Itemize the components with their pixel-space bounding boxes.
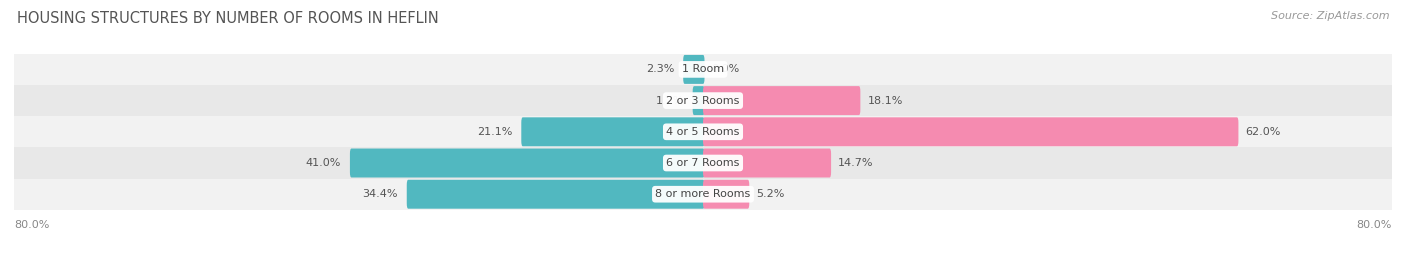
Text: 21.1%: 21.1% <box>477 127 513 137</box>
Text: Source: ZipAtlas.com: Source: ZipAtlas.com <box>1271 11 1389 21</box>
Text: 2.3%: 2.3% <box>647 64 675 75</box>
FancyBboxPatch shape <box>350 148 704 178</box>
Bar <box>14 54 1392 85</box>
Text: 2 or 3 Rooms: 2 or 3 Rooms <box>666 95 740 106</box>
Text: 34.4%: 34.4% <box>363 189 398 199</box>
Text: 1.2%: 1.2% <box>655 95 685 106</box>
FancyBboxPatch shape <box>406 180 704 209</box>
FancyBboxPatch shape <box>522 117 704 146</box>
FancyBboxPatch shape <box>703 148 831 178</box>
Text: 5.2%: 5.2% <box>756 189 785 199</box>
FancyBboxPatch shape <box>703 117 1239 146</box>
Text: 4 or 5 Rooms: 4 or 5 Rooms <box>666 127 740 137</box>
Text: 0.0%: 0.0% <box>711 64 740 75</box>
FancyBboxPatch shape <box>703 180 749 209</box>
Bar <box>14 85 1392 116</box>
Text: 8 or more Rooms: 8 or more Rooms <box>655 189 751 199</box>
Text: 6 or 7 Rooms: 6 or 7 Rooms <box>666 158 740 168</box>
Bar <box>14 147 1392 179</box>
FancyBboxPatch shape <box>693 86 704 115</box>
Text: 18.1%: 18.1% <box>868 95 903 106</box>
Text: 80.0%: 80.0% <box>1357 220 1392 230</box>
Text: 1 Room: 1 Room <box>682 64 724 75</box>
FancyBboxPatch shape <box>703 86 860 115</box>
Text: HOUSING STRUCTURES BY NUMBER OF ROOMS IN HEFLIN: HOUSING STRUCTURES BY NUMBER OF ROOMS IN… <box>17 11 439 26</box>
Bar <box>14 179 1392 210</box>
Text: 41.0%: 41.0% <box>307 158 342 168</box>
Text: 80.0%: 80.0% <box>14 220 49 230</box>
Text: 62.0%: 62.0% <box>1246 127 1281 137</box>
Bar <box>14 116 1392 147</box>
Text: 14.7%: 14.7% <box>838 158 873 168</box>
FancyBboxPatch shape <box>683 55 704 84</box>
